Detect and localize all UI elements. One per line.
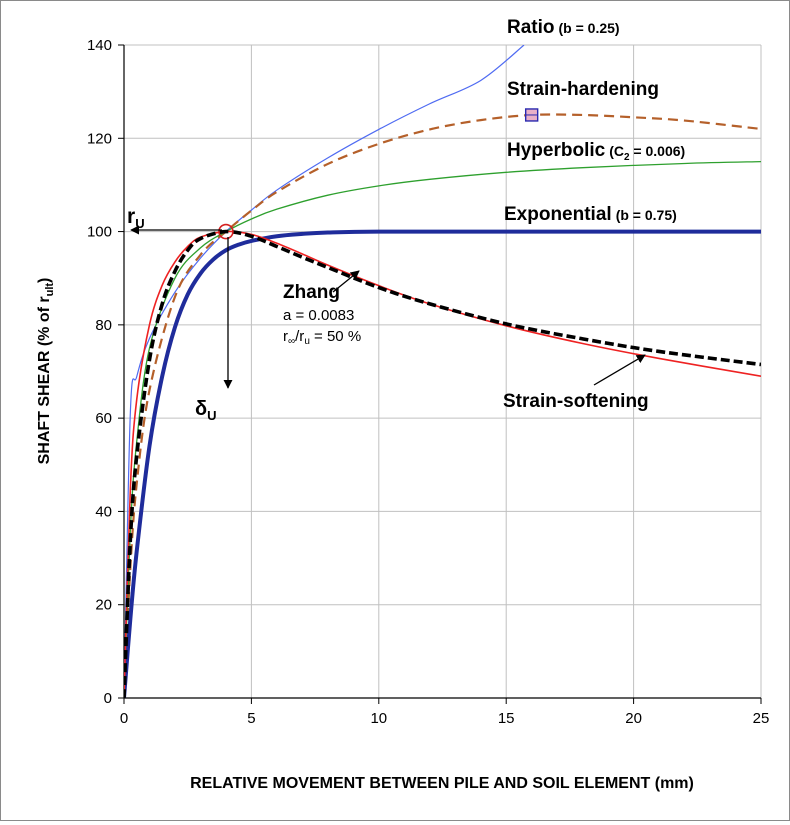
label-hyperbolic: Hyperbolic (C2 = 0.006) <box>507 140 685 163</box>
y-tick-label: 80 <box>95 317 112 334</box>
x-tick-labels: 0 5 10 15 20 25 <box>120 710 770 727</box>
y-tick-label: 140 <box>87 37 112 54</box>
series-line-softening <box>124 231 761 698</box>
y-tick-label: 120 <box>87 130 112 147</box>
x-tick-label: 20 <box>625 710 642 727</box>
label-strain-hardening: Strain-hardening <box>507 79 659 100</box>
arrow-strain-softening <box>594 355 645 385</box>
label-zhang: Zhang <box>283 282 340 303</box>
x-tick-label: 5 <box>247 710 255 727</box>
series-line-zhang <box>124 232 761 698</box>
y-tick-labels: 0 20 40 60 80 100 120 140 <box>87 37 112 707</box>
y-tick-label: 0 <box>104 690 112 707</box>
x-tick-label: 25 <box>753 710 770 727</box>
label-ratio: Ratio (b = 0.25) <box>507 17 620 38</box>
label-ru: rU <box>127 205 145 231</box>
label-zhang-a: a = 0.0083 <box>283 307 354 324</box>
x-tick-label: 10 <box>370 710 387 727</box>
series-line-hyperbolic <box>124 162 761 698</box>
label-zhang-ratio: r∞/ru = 50 % <box>283 328 361 347</box>
label-exponential: Exponential (b = 0.75) <box>504 204 677 225</box>
y-axis-title: SHAFT SHEAR (% of rult) <box>36 278 56 465</box>
label-delta-u: δU <box>195 398 217 423</box>
x-tick-label: 0 <box>120 710 128 727</box>
x-tick-label: 15 <box>498 710 515 727</box>
series-line-ratio <box>124 45 524 698</box>
y-tick-label: 20 <box>95 597 112 614</box>
y-tick-label: 60 <box>95 410 112 427</box>
y-tick-label: 100 <box>87 224 112 241</box>
y-tick-label: 40 <box>95 503 112 520</box>
label-strain-softening: Strain-softening <box>503 391 649 412</box>
series-line-hardening <box>124 114 761 698</box>
x-axis-title: RELATIVE MOVEMENT BETWEEN PILE AND SOIL … <box>190 775 694 792</box>
series-line-exponential <box>124 232 761 698</box>
